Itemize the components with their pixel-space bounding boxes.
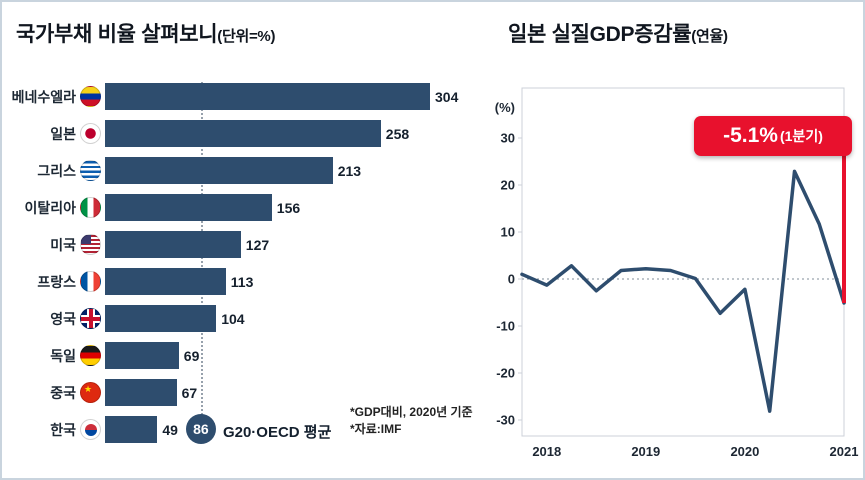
country-label: 한국 bbox=[50, 421, 76, 438]
flag-de-icon bbox=[80, 345, 101, 366]
gdp-line bbox=[520, 169, 846, 413]
x-tick-label: 2020 bbox=[730, 444, 759, 459]
average-dotted-line bbox=[200, 82, 203, 442]
debt-value: 104 bbox=[221, 310, 245, 327]
debt-value: 49 bbox=[162, 421, 178, 438]
gdp-chart-title: 일본 실질GDP증감률(연율) bbox=[508, 18, 728, 48]
flag-jp-icon bbox=[80, 123, 101, 144]
bar-track: 156 bbox=[105, 194, 470, 221]
footnote-basis: *GDP대비, 2020년 기준 bbox=[350, 405, 473, 419]
debt-bar bbox=[105, 157, 333, 184]
y-tick-label: 20 bbox=[501, 178, 515, 193]
average-badge: 86 bbox=[185, 414, 216, 444]
debt-chart-panel: 국가부채 비율 살펴보니(단위=%) 베네수엘라 304 일본 258 그리스 213 이탈… bbox=[2, 2, 473, 478]
y-tick-label: -20 bbox=[496, 366, 515, 381]
debt-bar-rows: 베네수엘라 304 일본 258 그리스 213 이탈리아 156 미국 127 프랑스 113 영국 1… bbox=[10, 78, 470, 448]
country-label: 영국 bbox=[50, 310, 76, 327]
y-tick-label: 30 bbox=[501, 131, 515, 146]
debt-value: 213 bbox=[337, 162, 362, 179]
debt-value: 67 bbox=[181, 384, 198, 401]
x-tick-label: 2019 bbox=[631, 444, 660, 459]
bar-track: 113 bbox=[105, 268, 470, 295]
average-label: G20·OECD 평균 bbox=[222, 424, 332, 441]
flag-it-icon bbox=[80, 197, 101, 218]
debt-bar bbox=[105, 120, 381, 147]
bar-track: 258 bbox=[105, 120, 470, 147]
y-axis-unit-label: (%) bbox=[495, 100, 515, 115]
annotation-label: (1분기) bbox=[779, 128, 823, 144]
gdp-chart-title-text: 일본 실질GDP증감률 bbox=[508, 23, 692, 46]
bar-track: 49 bbox=[105, 416, 470, 443]
country-label: 중국 bbox=[50, 384, 76, 401]
gdp-chart-unit-label: (연율) bbox=[691, 28, 728, 45]
debt-bar-row: 한국 49 bbox=[10, 411, 470, 448]
debt-value: 156 bbox=[276, 199, 301, 216]
flag-fr-icon bbox=[80, 271, 101, 292]
debt-value: 113 bbox=[230, 273, 254, 290]
debt-bar bbox=[105, 194, 272, 221]
debt-value: 127 bbox=[245, 236, 270, 253]
debt-chart-title: 국가부채 비율 살펴보니(단위=%) bbox=[16, 18, 275, 48]
flag-gr-icon bbox=[80, 160, 101, 181]
debt-bar bbox=[105, 416, 158, 443]
bar-track: 213 bbox=[105, 157, 470, 184]
bar-track: 304 bbox=[105, 83, 470, 110]
debt-chart-unit-label: (단위=%) bbox=[217, 28, 276, 45]
bar-track: 69 bbox=[105, 342, 470, 369]
debt-bar bbox=[105, 342, 179, 369]
annotation-value: -5.1% bbox=[723, 124, 778, 147]
country-label: 미국 bbox=[50, 236, 76, 253]
country-label: 프랑스 bbox=[37, 273, 76, 290]
x-tick-label: 2018 bbox=[532, 444, 561, 459]
gdp-line-chart: 30 20 10 0 -10 -20 -30 2018 2019 2020 2021 (%) bbox=[495, 87, 859, 459]
debt-bar bbox=[105, 379, 177, 406]
flag-gb-icon bbox=[80, 308, 101, 329]
country-label: 독일 bbox=[50, 347, 76, 364]
country-label: 이탈리아 bbox=[24, 199, 76, 216]
debt-bar-row: 영국 104 bbox=[10, 300, 470, 337]
gdp-annotation-callout: -5.1% (1분기) bbox=[694, 116, 852, 156]
footnote-source: *자료:IMF bbox=[350, 422, 402, 436]
bar-track: 127 bbox=[105, 231, 470, 258]
debt-value: 69 bbox=[183, 347, 200, 364]
debt-bar-row: 프랑스 113 bbox=[10, 263, 470, 300]
y-tick-label: 10 bbox=[501, 225, 515, 240]
country-label: 베네수엘라 bbox=[11, 88, 76, 105]
debt-bar-row: 베네수엘라 304 bbox=[10, 78, 470, 115]
flag-kr-icon bbox=[80, 419, 101, 440]
y-tick-label: -30 bbox=[496, 413, 515, 428]
y-tick-label: -10 bbox=[496, 319, 515, 334]
debt-chart-title-text: 국가부채 비율 살펴보니 bbox=[16, 23, 218, 46]
debt-bar-row: 미국 127 bbox=[10, 226, 470, 263]
country-label: 일본 bbox=[50, 125, 76, 142]
debt-value: 258 bbox=[385, 125, 410, 142]
debt-bar bbox=[105, 83, 430, 110]
debt-value: 304 bbox=[435, 88, 459, 105]
debt-bar-row: 그리스 213 bbox=[10, 152, 470, 189]
flag-ve-icon bbox=[80, 86, 101, 107]
debt-bar-row: 중국 67 bbox=[10, 374, 470, 411]
country-label: 그리스 bbox=[37, 162, 76, 179]
footnotes: *GDP대비, 2020년 기준 *자료:IMF bbox=[350, 404, 473, 438]
bar-track: 67 bbox=[105, 379, 470, 406]
debt-bar bbox=[105, 231, 241, 258]
debt-bar-row: 일본 258 bbox=[10, 115, 470, 152]
debt-bar-row: 독일 69 bbox=[10, 337, 470, 374]
y-tick-label: 0 bbox=[508, 272, 515, 287]
flag-cn-icon bbox=[80, 382, 101, 403]
gdp-chart-panel: 일본 실질GDP증감률(연율) 30 20 10 0 -10 -20 -30 2018 2019… bbox=[472, 2, 863, 478]
flag-us-icon bbox=[80, 234, 101, 255]
debt-bar-row: 이탈리아 156 bbox=[10, 189, 470, 226]
debt-bar bbox=[105, 268, 226, 295]
bar-track: 104 bbox=[105, 305, 470, 332]
x-tick-label: 2021 bbox=[830, 444, 859, 459]
debt-bar bbox=[105, 305, 217, 332]
